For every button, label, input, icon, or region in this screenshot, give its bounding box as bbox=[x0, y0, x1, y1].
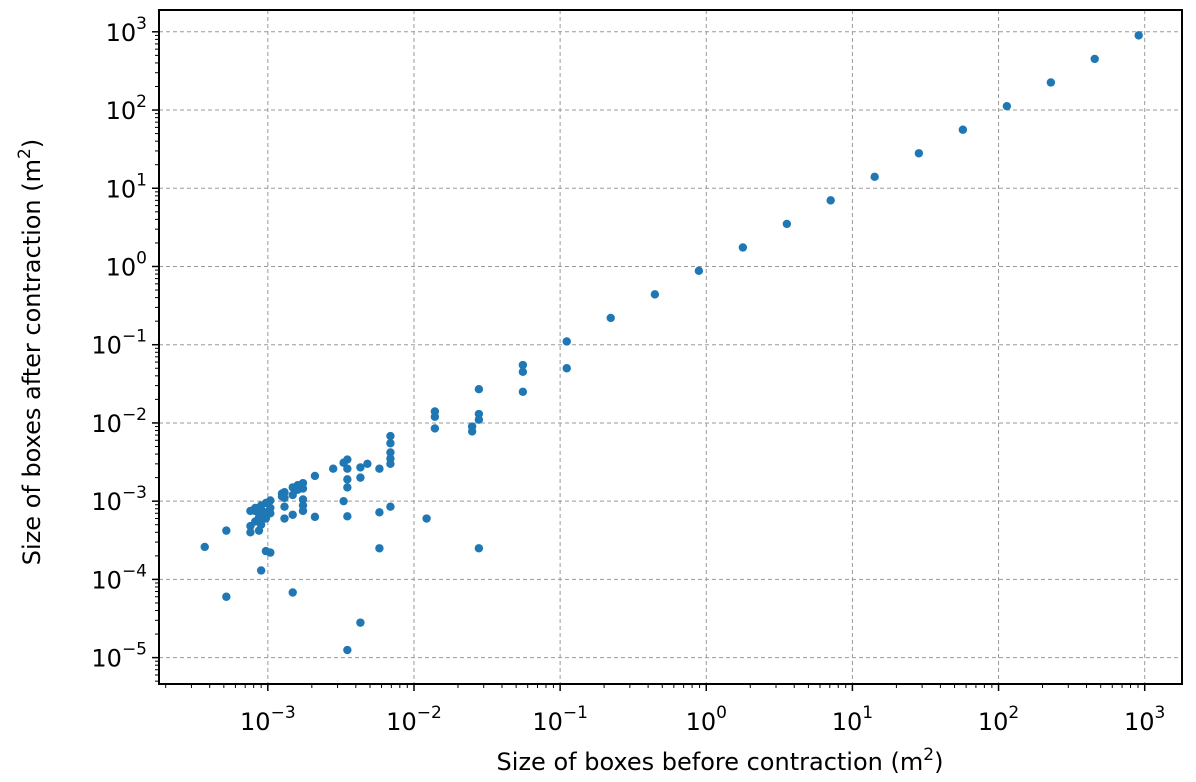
data-point bbox=[298, 506, 308, 516]
data-point bbox=[1134, 31, 1143, 40]
data-point bbox=[310, 512, 320, 522]
data-point bbox=[562, 364, 571, 373]
data-point bbox=[474, 544, 484, 553]
x-tick-label: 102 bbox=[978, 703, 1019, 736]
data-point bbox=[343, 645, 352, 655]
data-point bbox=[386, 459, 395, 469]
data-point bbox=[343, 483, 352, 492]
data-point bbox=[288, 510, 297, 519]
x-tick-label: 103 bbox=[1124, 703, 1165, 736]
data-point bbox=[246, 521, 255, 531]
data-point bbox=[375, 508, 384, 517]
y-tick-label: 100 bbox=[106, 248, 147, 281]
data-point bbox=[375, 464, 384, 473]
data-point bbox=[386, 448, 395, 457]
data-point bbox=[1002, 101, 1012, 111]
data-point bbox=[738, 243, 748, 252]
x-axis-label: Size of boxes before contraction (m2) bbox=[497, 745, 944, 776]
data-point bbox=[222, 592, 231, 601]
data-point bbox=[222, 526, 231, 535]
data-point bbox=[386, 439, 395, 448]
data-point bbox=[430, 412, 440, 421]
data-point bbox=[1090, 54, 1099, 64]
y-tick-label: 10−5 bbox=[91, 640, 147, 673]
data-point bbox=[518, 387, 528, 397]
data-point bbox=[310, 471, 320, 481]
plot-frame bbox=[158, 9, 1183, 685]
data-point bbox=[870, 172, 879, 182]
data-point bbox=[277, 492, 287, 501]
data-point bbox=[339, 458, 348, 467]
x-axis-ticks: 10−3 10−2 10−1 100 101 102 103 bbox=[240, 684, 1165, 736]
y-tick-label: 102 bbox=[106, 92, 147, 125]
data-point bbox=[650, 290, 660, 299]
data-point bbox=[298, 495, 308, 504]
data-point bbox=[254, 526, 264, 535]
data-point bbox=[356, 463, 365, 472]
x-tick-label: 101 bbox=[832, 703, 873, 736]
data-point bbox=[363, 459, 372, 469]
data-point bbox=[356, 618, 365, 627]
grid-lines bbox=[159, 10, 1182, 684]
data-point bbox=[386, 431, 395, 441]
y-tick-label: 10−3 bbox=[91, 483, 147, 516]
data-point bbox=[246, 506, 255, 516]
y-tick-label: 10−1 bbox=[91, 327, 147, 360]
data-point bbox=[288, 490, 297, 500]
data-point bbox=[694, 266, 704, 276]
data-points bbox=[200, 31, 1143, 655]
data-point bbox=[914, 149, 924, 158]
data-point bbox=[430, 424, 440, 433]
data-point bbox=[288, 483, 297, 492]
data-point bbox=[261, 546, 271, 556]
data-point bbox=[826, 196, 835, 205]
data-point bbox=[422, 514, 431, 523]
y-tick-label: 10−2 bbox=[91, 405, 147, 438]
data-point bbox=[200, 542, 209, 552]
data-point bbox=[339, 496, 348, 506]
data-point bbox=[518, 360, 528, 370]
data-point bbox=[467, 427, 477, 436]
y-axis-label: Size of boxes after contraction (m2) bbox=[15, 139, 46, 565]
data-point bbox=[1046, 78, 1056, 87]
y-tick-label: 103 bbox=[106, 14, 147, 47]
data-point bbox=[280, 514, 289, 523]
data-point bbox=[246, 528, 255, 537]
data-point bbox=[280, 502, 289, 511]
y-axis-ticks: 10−5 10−4 10−3 10−2 10−1 100 101 102 103 bbox=[91, 14, 159, 673]
y-tick-label: 10−4 bbox=[91, 561, 147, 594]
data-point bbox=[474, 384, 484, 394]
data-point bbox=[958, 125, 968, 134]
data-point bbox=[474, 415, 484, 424]
data-point bbox=[328, 464, 338, 473]
x-tick-label: 100 bbox=[686, 703, 727, 736]
x-tick-label: 10−3 bbox=[240, 703, 296, 736]
minor-ticks bbox=[155, 34, 1139, 688]
data-point bbox=[343, 464, 352, 473]
data-point bbox=[562, 337, 571, 346]
x-tick-label: 10−1 bbox=[532, 703, 588, 736]
data-point bbox=[518, 367, 528, 377]
data-point bbox=[288, 588, 297, 597]
y-tick-label: 101 bbox=[106, 170, 147, 203]
data-point bbox=[256, 566, 266, 575]
data-point bbox=[356, 473, 365, 482]
data-point bbox=[386, 502, 395, 511]
data-point bbox=[343, 512, 352, 521]
data-point bbox=[375, 544, 384, 553]
x-tick-label: 10−2 bbox=[386, 703, 442, 736]
data-point bbox=[782, 219, 792, 229]
data-point bbox=[343, 475, 352, 484]
data-point bbox=[606, 313, 615, 323]
